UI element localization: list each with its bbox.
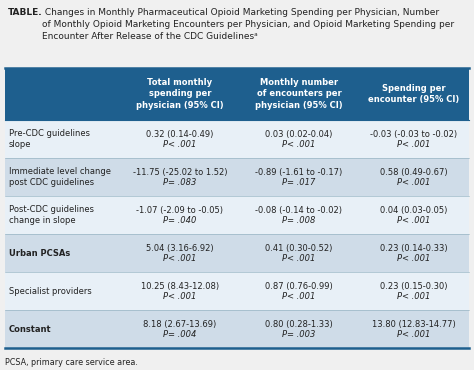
Text: P= .017: P= .017 xyxy=(283,178,316,187)
Text: P< .001: P< .001 xyxy=(283,292,316,301)
Text: P< .001: P< .001 xyxy=(397,292,430,301)
Text: PCSA, primary care service area.: PCSA, primary care service area. xyxy=(5,358,138,367)
Text: Urban PCSAs: Urban PCSAs xyxy=(9,249,70,258)
Text: P< .001: P< .001 xyxy=(397,330,430,339)
Text: P< .001: P< .001 xyxy=(397,216,430,225)
Text: Immediate level change
post CDC guidelines: Immediate level change post CDC guidelin… xyxy=(9,166,111,187)
Text: Post-CDC guidelines
change in slope: Post-CDC guidelines change in slope xyxy=(9,205,94,225)
Text: P< .001: P< .001 xyxy=(164,254,197,263)
Bar xyxy=(5,68,469,120)
Bar xyxy=(5,310,469,348)
Text: 0.58 (0.49-0.67): 0.58 (0.49-0.67) xyxy=(380,168,447,177)
Text: P< .001: P< .001 xyxy=(283,140,316,149)
Text: 0.32 (0.14-0.49): 0.32 (0.14-0.49) xyxy=(146,130,214,139)
Text: 10.25 (8.43-12.08): 10.25 (8.43-12.08) xyxy=(141,282,219,291)
Text: -11.75 (-25.02 to 1.52): -11.75 (-25.02 to 1.52) xyxy=(133,168,227,177)
Text: 5.04 (3.16-6.92): 5.04 (3.16-6.92) xyxy=(146,244,214,253)
Text: Constant: Constant xyxy=(9,324,52,333)
Bar xyxy=(5,234,469,272)
Text: Spending per
encounter (95% CI): Spending per encounter (95% CI) xyxy=(368,84,459,104)
Bar xyxy=(5,272,469,310)
Text: Specialist providers: Specialist providers xyxy=(9,286,92,296)
Text: P< .001: P< .001 xyxy=(397,254,430,263)
Text: P< .001: P< .001 xyxy=(164,292,197,301)
Text: -0.89 (-1.61 to -0.17): -0.89 (-1.61 to -0.17) xyxy=(255,168,343,177)
Text: P< .001: P< .001 xyxy=(164,140,197,149)
Text: P= .008: P= .008 xyxy=(283,216,316,225)
Text: P= .003: P= .003 xyxy=(283,330,316,339)
Text: 0.04 (0.03-0.05): 0.04 (0.03-0.05) xyxy=(380,206,447,215)
Text: P= .040: P= .040 xyxy=(164,216,197,225)
Text: 0.87 (0.76-0.99): 0.87 (0.76-0.99) xyxy=(265,282,333,291)
Text: 13.80 (12.83-14.77): 13.80 (12.83-14.77) xyxy=(372,320,456,329)
Text: P< .001: P< .001 xyxy=(397,140,430,149)
Text: -1.07 (-2.09 to -0.05): -1.07 (-2.09 to -0.05) xyxy=(137,206,224,215)
Text: P= .004: P= .004 xyxy=(164,330,197,339)
Text: 0.23 (0.15-0.30): 0.23 (0.15-0.30) xyxy=(380,282,447,291)
Text: -0.03 (-0.03 to -0.02): -0.03 (-0.03 to -0.02) xyxy=(370,130,457,139)
Bar xyxy=(5,120,469,158)
Bar xyxy=(5,158,469,196)
Text: -0.08 (-0.14 to -0.02): -0.08 (-0.14 to -0.02) xyxy=(255,206,343,215)
Text: 0.23 (0.14-0.33): 0.23 (0.14-0.33) xyxy=(380,244,447,253)
Bar xyxy=(5,196,469,234)
Text: Monthly number
of encounters per
physician (95% CI): Monthly number of encounters per physici… xyxy=(255,78,343,110)
Text: 8.18 (2.67-13.69): 8.18 (2.67-13.69) xyxy=(143,320,217,329)
Text: P< .001: P< .001 xyxy=(283,254,316,263)
Text: TABLE.: TABLE. xyxy=(8,8,43,17)
Text: Changes in Monthly Pharmaceutical Opioid Marketing Spending per Physician, Numbe: Changes in Monthly Pharmaceutical Opioid… xyxy=(42,8,454,41)
Text: P= .083: P= .083 xyxy=(164,178,197,187)
Text: 0.80 (0.28-1.33): 0.80 (0.28-1.33) xyxy=(265,320,333,329)
Text: Pre-CDC guidelines
slope: Pre-CDC guidelines slope xyxy=(9,129,90,149)
Text: Total monthly
spending per
physician (95% CI): Total monthly spending per physician (95… xyxy=(136,78,224,110)
Text: 0.03 (0.02-0.04): 0.03 (0.02-0.04) xyxy=(265,130,333,139)
Text: 0.41 (0.30-0.52): 0.41 (0.30-0.52) xyxy=(265,244,333,253)
Text: P< .001: P< .001 xyxy=(397,178,430,187)
